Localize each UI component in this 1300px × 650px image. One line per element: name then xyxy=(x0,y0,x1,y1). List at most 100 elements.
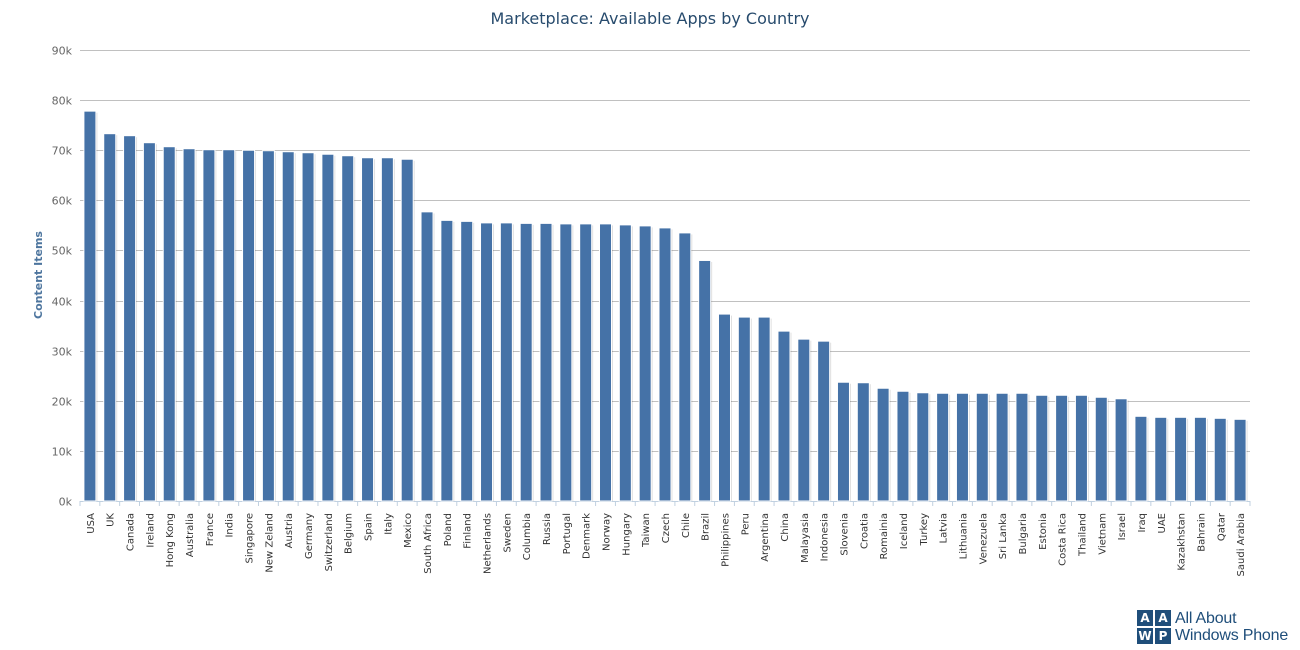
bar[interactable] xyxy=(975,392,989,502)
bar[interactable] xyxy=(519,222,533,502)
bar[interactable] xyxy=(896,390,910,502)
bar[interactable] xyxy=(638,225,652,502)
bar[interactable] xyxy=(777,330,791,502)
x-tick-label: Sri Lanka xyxy=(998,513,1009,559)
x-tick-label: Canada xyxy=(126,513,137,551)
bar[interactable] xyxy=(876,387,890,502)
x-tick-label: Switzerland xyxy=(324,513,335,571)
bar[interactable] xyxy=(400,158,414,502)
bar[interactable] xyxy=(222,149,236,502)
bar[interactable] xyxy=(757,316,771,502)
bar[interactable] xyxy=(698,259,712,502)
bar[interactable] xyxy=(162,146,176,502)
bar[interactable] xyxy=(1213,417,1227,502)
bar[interactable] xyxy=(242,149,256,502)
bar[interactable] xyxy=(955,392,969,502)
x-tick-label: Netherlands xyxy=(483,513,494,574)
x-tick-label: Lithuania xyxy=(958,513,969,559)
x-tick-label: Estonia xyxy=(1038,513,1049,550)
bar[interactable] xyxy=(361,157,375,502)
x-tick-label: UK xyxy=(106,513,117,527)
x-tick-label: Turkey xyxy=(919,513,930,547)
bar[interactable] xyxy=(995,392,1009,502)
x-tick-label: Israel xyxy=(1117,513,1128,540)
logo-line-1: All About xyxy=(1175,610,1237,627)
bar[interactable] xyxy=(1015,392,1029,502)
bar[interactable] xyxy=(202,149,216,502)
bar[interactable] xyxy=(539,222,553,502)
bar[interactable] xyxy=(1233,418,1247,502)
bar[interactable] xyxy=(1074,394,1088,502)
x-tick-label: China xyxy=(780,513,791,542)
bar[interactable] xyxy=(142,142,156,502)
bar[interactable] xyxy=(460,220,474,502)
bar[interactable] xyxy=(658,227,672,502)
x-tick-label: Portugal xyxy=(562,513,573,554)
bar[interactable] xyxy=(1094,396,1108,502)
x-tick-label: Bulgaria xyxy=(1018,513,1029,554)
bar[interactable] xyxy=(599,223,613,502)
x-tick-label: Venezuela xyxy=(978,513,989,564)
x-tick-label: Italy xyxy=(383,513,394,535)
bar[interactable] xyxy=(559,223,573,502)
bar[interactable] xyxy=(1035,394,1049,502)
bar[interactable] xyxy=(1134,415,1148,502)
x-tick-label: Argentina xyxy=(760,513,771,562)
bar[interactable] xyxy=(182,148,196,502)
x-tick-label: UAE xyxy=(1157,513,1168,533)
bar[interactable] xyxy=(1114,398,1128,502)
bar[interactable] xyxy=(797,338,811,502)
x-tick-label: Romainia xyxy=(879,513,890,560)
bar[interactable] xyxy=(856,382,870,502)
bar[interactable] xyxy=(499,222,513,502)
x-tick-label: New Zeland xyxy=(264,513,275,573)
bar[interactable] xyxy=(618,224,632,502)
bar[interactable] xyxy=(321,153,335,502)
bar[interactable] xyxy=(936,392,950,502)
bar[interactable] xyxy=(380,157,394,502)
bar[interactable] xyxy=(1055,394,1069,502)
x-tick-label: Spain xyxy=(364,513,375,541)
y-axis-label: Content Items xyxy=(32,231,45,319)
x-tick-label: Norway xyxy=(602,513,613,551)
x-tick-label: Qatar xyxy=(1216,512,1227,541)
bar[interactable] xyxy=(836,381,850,502)
bar[interactable] xyxy=(1193,416,1207,502)
x-tick-label: Latvia xyxy=(939,513,950,543)
logo-wordmark: All About Windows Phone xyxy=(1175,610,1288,644)
bar[interactable] xyxy=(103,133,117,502)
bar[interactable] xyxy=(420,211,434,502)
bar[interactable] xyxy=(440,219,454,502)
x-tick-label: Sweden xyxy=(502,513,513,553)
bar[interactable] xyxy=(737,316,751,502)
bar[interactable] xyxy=(301,152,315,502)
bar[interactable] xyxy=(678,232,692,502)
x-tick-label: Hungary xyxy=(621,513,632,556)
bar[interactable] xyxy=(916,392,930,502)
bar[interactable] xyxy=(1154,416,1168,502)
x-tick-label: Slovenia xyxy=(839,513,850,556)
x-tick-label: Australia xyxy=(185,513,196,557)
y-tick-label: 0k xyxy=(59,496,73,509)
bar[interactable] xyxy=(281,151,295,502)
bar[interactable] xyxy=(817,340,831,502)
chart-title: Marketplace: Available Apps by Country xyxy=(491,9,810,28)
bar[interactable] xyxy=(123,135,137,502)
bar[interactable] xyxy=(480,222,494,502)
x-tick-label: Germany xyxy=(304,513,315,559)
x-tick-label: Chile xyxy=(681,513,692,538)
logo-cell: A xyxy=(1155,610,1171,626)
x-tick-label: Singapore xyxy=(245,513,256,563)
bar[interactable] xyxy=(83,110,97,502)
bar[interactable] xyxy=(579,223,593,502)
logo-cell: W xyxy=(1137,628,1153,644)
x-tick-label: Denmark xyxy=(582,513,593,559)
logo-mark: A A W P xyxy=(1137,610,1171,644)
x-tick-label: Malayasia xyxy=(800,513,811,563)
bar[interactable] xyxy=(1174,416,1188,502)
x-tick-label: Mexico xyxy=(403,513,414,548)
bar[interactable] xyxy=(261,150,275,502)
bar[interactable] xyxy=(341,155,355,502)
bar[interactable] xyxy=(717,313,731,502)
y-tick-label: 10k xyxy=(52,446,73,459)
